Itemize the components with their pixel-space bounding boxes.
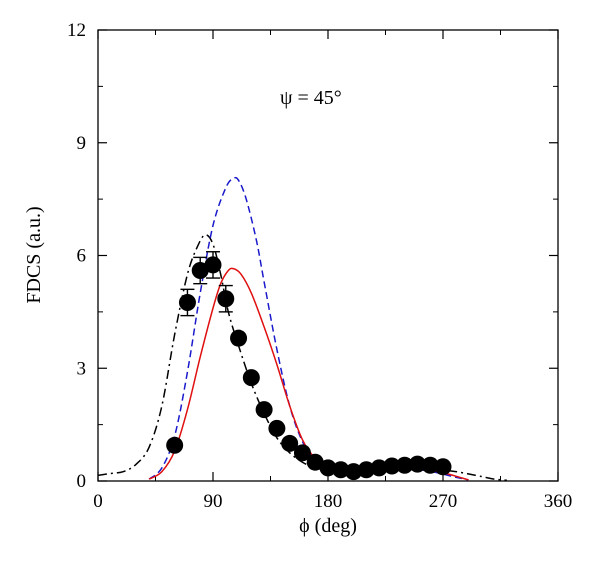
data-point <box>434 458 452 476</box>
data-point <box>319 459 337 477</box>
data-point <box>230 329 248 347</box>
data-point <box>383 457 401 475</box>
data-point <box>421 456 439 474</box>
data-point <box>281 434 299 452</box>
data-point <box>332 461 350 479</box>
y-tick-label: 3 <box>77 358 87 379</box>
y-tick-label: 12 <box>67 20 86 41</box>
y-tick-label: 9 <box>77 133 87 154</box>
x-tick-label: 270 <box>429 491 458 512</box>
data-point <box>396 456 414 474</box>
data-point <box>255 401 273 419</box>
y-tick-label: 6 <box>77 246 87 267</box>
data-point <box>408 455 426 473</box>
annotation-psi: ψ = 45° <box>280 87 342 109</box>
x-tick-label: 0 <box>93 491 103 512</box>
data-point <box>242 369 260 387</box>
data-point <box>306 453 324 471</box>
x-tick-label: 90 <box>204 491 223 512</box>
data-point <box>268 419 286 437</box>
data-point <box>217 290 235 308</box>
x-tick-label: 360 <box>544 491 573 512</box>
data-point <box>357 461 375 479</box>
x-axis-title: ϕ (deg) <box>299 515 357 537</box>
data-point <box>191 262 209 280</box>
y-tick-label: 0 <box>77 471 87 492</box>
data-point <box>166 436 184 454</box>
x-tick-label: 180 <box>314 491 343 512</box>
series-line-dash-dot <box>98 234 507 481</box>
series-line-dashed <box>148 176 469 481</box>
data-point <box>370 459 388 477</box>
y-axis-title: FDCS (a.u.) <box>23 206 45 303</box>
data-point <box>204 256 222 274</box>
data-point <box>345 463 363 481</box>
data-point <box>293 444 311 462</box>
data-point <box>178 293 196 311</box>
